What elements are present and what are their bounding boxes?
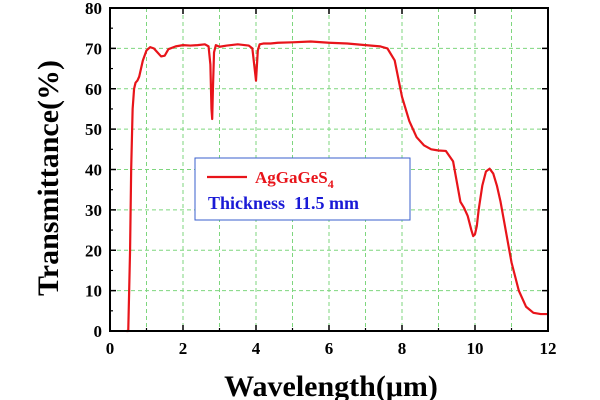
legend-label-agggaes4: AgGaGeS4: [255, 168, 334, 191]
x-tick-label: 6: [325, 339, 334, 358]
y-tick-label: 80: [85, 0, 102, 18]
y-tick-label: 10: [85, 282, 102, 301]
series-line-0: [126, 40, 548, 333]
y-tick-label: 50: [85, 120, 102, 139]
y-tick-label: 0: [94, 322, 103, 341]
grid-layer: [110, 8, 548, 331]
legend: AgGaGeS4 Thickness 11.5 mm: [194, 157, 411, 221]
x-tick-label: 2: [179, 339, 188, 358]
x-tick-label: 0: [106, 339, 115, 358]
y-axis-title: Transmittance(%): [32, 60, 65, 296]
y-tick-label: 40: [85, 161, 102, 180]
legend-frame: [194, 157, 411, 221]
y-tick-label: 30: [85, 201, 102, 220]
x-axis-title: Wavelength(μm): [224, 370, 438, 400]
x-tick-label: 8: [398, 339, 407, 358]
y-tick-label: 60: [85, 80, 102, 99]
x-tick-label: 12: [540, 339, 557, 358]
y-tick-label: 20: [85, 241, 102, 260]
thickness-annotation: Thickness 11.5 mm: [208, 193, 359, 213]
series-layer: [126, 40, 548, 333]
tick-layer: 0 2 4 6 8 10 12 0 10 20 30 40 50 60 70 80: [85, 0, 557, 358]
x-tick-label: 10: [467, 339, 484, 358]
x-tick-label: 4: [252, 339, 261, 358]
y-tick-label: 70: [85, 39, 102, 58]
legend-label-base: AgGaGeS: [255, 168, 328, 187]
legend-label-subscript: 4: [328, 177, 334, 191]
